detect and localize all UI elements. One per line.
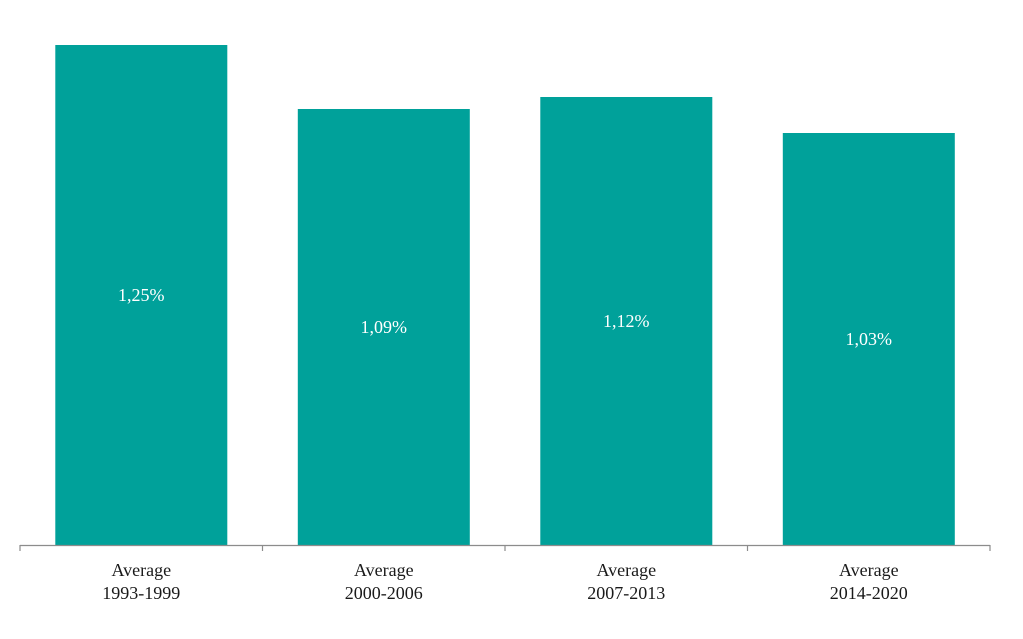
x-tick-label-1: Average 1993-1999 <box>102 560 180 603</box>
x-tick-label-line: 2007-2013 <box>587 583 665 603</box>
x-axis <box>19 544 991 551</box>
x-tick-label-3: Average 2007-2013 <box>587 560 665 603</box>
x-tick-label-2: Average 2000-2006 <box>345 560 423 603</box>
bar-1 <box>55 45 228 545</box>
x-tick-label-line: Average <box>354 560 414 580</box>
bars-layer <box>55 45 955 545</box>
bar-value-label-3: 1,12% <box>603 311 650 331</box>
bar-value-label-4: 1,03% <box>846 329 893 349</box>
x-tick-label-line: Average <box>839 560 899 580</box>
x-tick-label-line: 2000-2006 <box>345 583 423 603</box>
x-tick-label-line: Average <box>111 560 171 580</box>
bar-2 <box>297 109 470 545</box>
labels-layer: 1,25% Average 1993-1999 1,09% Average 2000-20… <box>102 285 908 603</box>
x-tick-label-line: 2014-2020 <box>830 583 908 603</box>
bar-4 <box>782 133 955 545</box>
bar-value-label-2: 1,09% <box>361 317 408 337</box>
x-tick-label-4: Average 2014-2020 <box>830 560 908 603</box>
bar-value-label-1: 1,25% <box>118 285 165 305</box>
bar-3 <box>540 97 713 545</box>
x-tick-label-line: Average <box>596 560 656 580</box>
x-tick-label-line: 1993-1999 <box>102 583 180 603</box>
